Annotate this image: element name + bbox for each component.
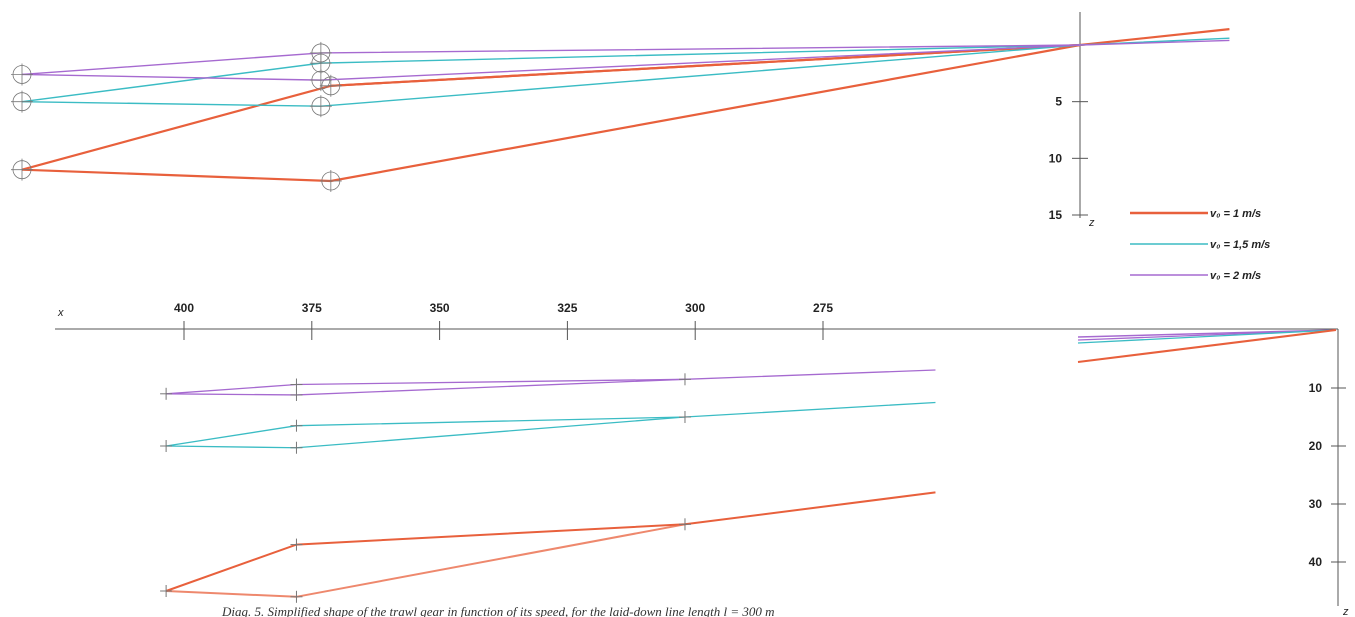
series-line-v2 [166, 378, 686, 396]
series-line-v1 [166, 523, 686, 598]
z-tick-label-top: 15 [1049, 208, 1063, 222]
z-axis-label-top: z [1088, 217, 1095, 229]
z-axis-label-bottom: z [1342, 606, 1349, 617]
x-tick-label: 350 [430, 301, 450, 315]
legend-label-v1: v₀ = 1 m/s [1210, 208, 1261, 220]
series-line-v2 [21, 39, 1230, 76]
x-tick-label: 400 [174, 301, 194, 315]
series-line-v2 [166, 369, 936, 395]
series-line-v1 [165, 491, 936, 592]
x-tick-label: 300 [685, 301, 705, 315]
front-view-chart: 5 10 15 z [11, 12, 1230, 229]
detail-line [1077, 329, 1337, 344]
z-tick-label-top: 10 [1049, 151, 1063, 165]
series-line-v15 [21, 37, 1230, 103]
z-tick-label-bottom: 40 [1309, 555, 1323, 569]
x-axis-label: x [57, 307, 64, 319]
x-tick-label: 275 [813, 301, 833, 315]
plan-view-chart: x 400 375 350 325 300 275 10 20 30 40 z [55, 301, 1349, 617]
detail-inset [1077, 329, 1337, 363]
legend-label-v15: v₀ = 1,5 m/s [1210, 239, 1270, 251]
z-tick-label-bottom: 20 [1309, 439, 1323, 453]
series-line-v1 [330, 43, 1081, 87]
figure-caption: Diag. 5. Simplified shape of the trawl g… [221, 604, 775, 617]
x-tick-label: 325 [557, 301, 577, 315]
legend: v₀ = 1 m/s v₀ = 1,5 m/s v₀ = 2 m/s [1130, 208, 1270, 282]
series-line-v1 [21, 43, 1081, 183]
z-tick-label-top: 5 [1055, 95, 1062, 109]
legend-label-v2: v₀ = 2 m/s [1210, 270, 1261, 282]
x-tick-label: 375 [302, 301, 322, 315]
series-line-v15 [166, 416, 686, 449]
z-tick-label-bottom: 10 [1309, 381, 1323, 395]
z-tick-label-bottom: 30 [1309, 497, 1323, 511]
detail-line [1077, 329, 1337, 363]
series-line-v15 [166, 401, 936, 447]
